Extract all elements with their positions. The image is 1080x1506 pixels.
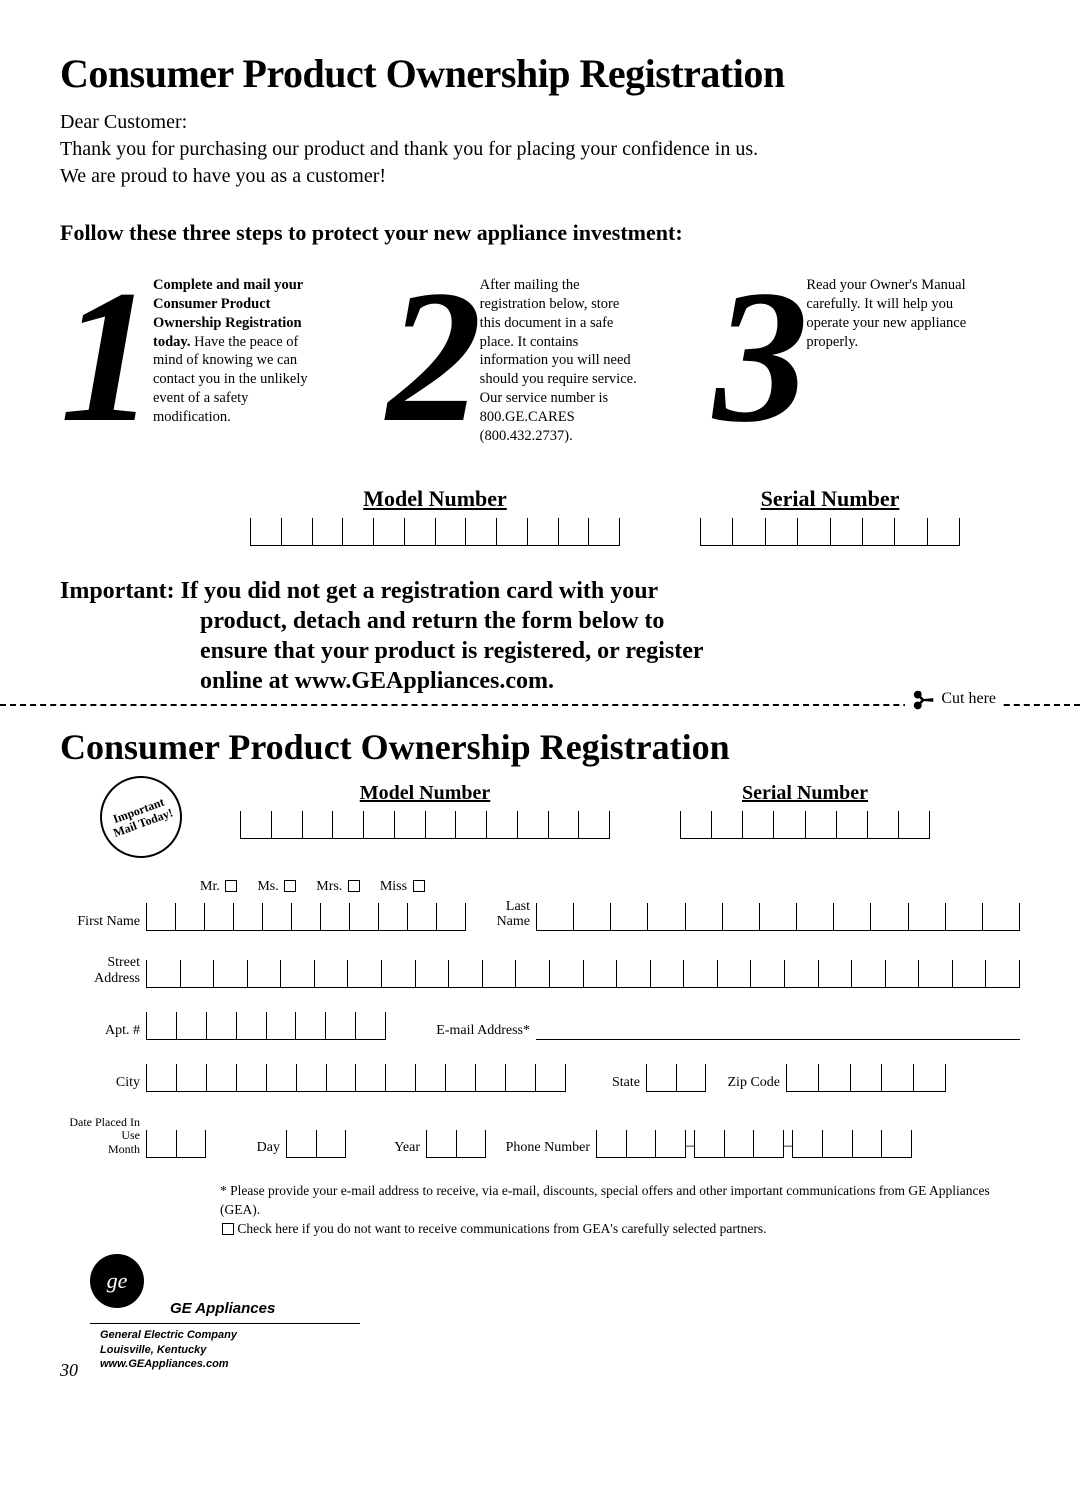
first-name-boxes[interactable] bbox=[146, 903, 466, 931]
serial-number-boxes[interactable] bbox=[700, 518, 960, 546]
cut-here-label: Cut here bbox=[905, 688, 1000, 710]
state-label: State bbox=[566, 1075, 646, 1092]
intro-line-1: Thank you for purchasing our product and… bbox=[60, 138, 758, 160]
scissors-icon bbox=[909, 688, 937, 710]
page-title: Consumer Product Ownership Registration bbox=[60, 50, 1020, 97]
zip-label: Zip Code bbox=[706, 1075, 786, 1092]
date-label: Date Placed In UseMonth bbox=[60, 1116, 146, 1158]
step-3-text: Read your Owner's Manual carefully. It w… bbox=[806, 266, 966, 446]
title-mr[interactable]: Mr. bbox=[200, 879, 237, 895]
step-1: 1 Complete and mail your Consumer Produc… bbox=[60, 266, 367, 446]
form-model-number-label: Model Number bbox=[240, 782, 610, 805]
first-name-label: First Name bbox=[60, 914, 146, 931]
steps-row: 1 Complete and mail your Consumer Produc… bbox=[60, 266, 1020, 446]
zip-boxes[interactable] bbox=[786, 1064, 946, 1092]
day-boxes[interactable] bbox=[286, 1130, 346, 1158]
phone-label: Phone Number bbox=[486, 1140, 596, 1157]
year-label: Year bbox=[346, 1140, 426, 1157]
ge-logo-icon: ge bbox=[90, 1254, 144, 1308]
apt-label: Apt. # bbox=[60, 1023, 146, 1040]
city-label: City bbox=[60, 1075, 146, 1092]
month-boxes[interactable] bbox=[146, 1130, 206, 1158]
ge-appliances-label: GE Appliances bbox=[170, 1300, 1020, 1317]
year-boxes[interactable] bbox=[426, 1130, 486, 1158]
step-1-text: Complete and mail your Consumer Product … bbox=[153, 266, 313, 446]
form-title: Consumer Product Ownership Registration bbox=[60, 726, 1020, 768]
mail-today-stamp: Important Mail Today! bbox=[100, 776, 182, 858]
footnote: * Please provide your e-mail address to … bbox=[220, 1182, 1020, 1239]
city-boxes[interactable] bbox=[146, 1064, 566, 1092]
phone-line-boxes[interactable] bbox=[792, 1130, 912, 1158]
step-1-number: 1 bbox=[60, 286, 145, 446]
street-address-label: Street Address bbox=[60, 955, 146, 988]
email-field[interactable] bbox=[536, 1017, 1020, 1040]
form-model-number-boxes[interactable] bbox=[240, 811, 610, 839]
state-boxes[interactable] bbox=[646, 1064, 706, 1092]
steps-heading: Follow these three steps to protect your… bbox=[60, 220, 1020, 246]
form-section: Consumer Product Ownership Registration … bbox=[60, 726, 1020, 1372]
optout-checkbox[interactable] bbox=[222, 1223, 234, 1235]
step-2-text: After mailing the registration below, st… bbox=[480, 266, 640, 446]
title-miss[interactable]: Miss bbox=[380, 879, 425, 895]
last-name-label: Last Name bbox=[466, 899, 536, 932]
form-serial-number-label: Serial Number bbox=[680, 782, 930, 805]
street-address-boxes[interactable] bbox=[146, 960, 1020, 988]
model-number-label: Model Number bbox=[250, 486, 620, 512]
salutation: Dear Customer: bbox=[60, 109, 1020, 136]
number-boxes-row bbox=[60, 518, 1020, 546]
apt-boxes[interactable] bbox=[146, 1012, 386, 1040]
form-serial-number-boxes[interactable] bbox=[680, 811, 930, 839]
phone-prefix-boxes[interactable] bbox=[694, 1130, 784, 1158]
cut-line: Cut here bbox=[0, 704, 1080, 706]
day-label: Day bbox=[206, 1140, 286, 1157]
number-labels: Model Number Serial Number bbox=[60, 486, 1020, 512]
step-2: 2 After mailing the registration below, … bbox=[387, 266, 694, 446]
page-number: 30 bbox=[60, 1360, 78, 1381]
important-notice: Important: If you did not get a registra… bbox=[60, 576, 1020, 696]
step-2-number: 2 bbox=[387, 286, 472, 446]
step-3: 3 Read your Owner's Manual carefully. It… bbox=[713, 266, 1020, 446]
title-ms[interactable]: Ms. bbox=[257, 879, 296, 895]
email-label: E-mail Address* bbox=[386, 1023, 536, 1040]
last-name-boxes[interactable] bbox=[536, 903, 1020, 931]
intro-text: Thank you for purchasing our product and… bbox=[60, 136, 1020, 190]
title-mrs[interactable]: Mrs. bbox=[316, 879, 360, 895]
step-3-number: 3 bbox=[713, 286, 798, 446]
serial-number-label: Serial Number bbox=[700, 486, 960, 512]
title-checkboxes: Mr. Ms. Mrs. Miss bbox=[200, 879, 1020, 895]
intro-line-2: We are proud to have you as a customer! bbox=[60, 165, 386, 187]
model-number-boxes[interactable] bbox=[250, 518, 620, 546]
phone-area-boxes[interactable] bbox=[596, 1130, 686, 1158]
company-info: General Electric Company Louisville, Ken… bbox=[100, 1328, 1020, 1371]
